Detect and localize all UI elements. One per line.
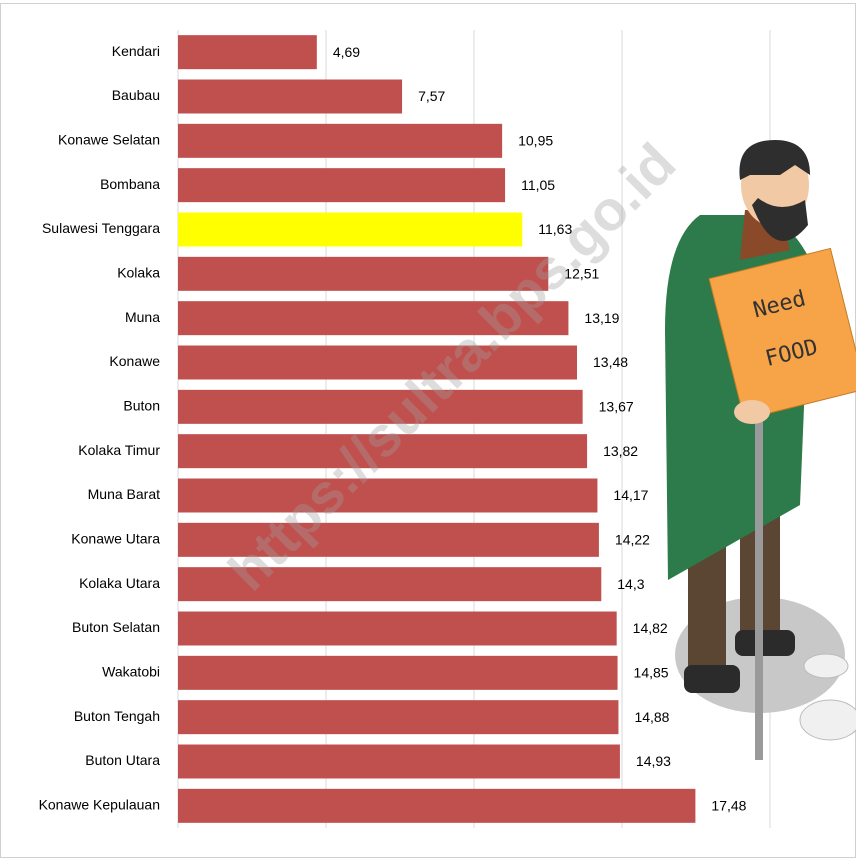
value-label: 14,3 — [617, 576, 644, 592]
bar — [178, 80, 402, 114]
value-label: 14,85 — [634, 665, 669, 681]
bar — [178, 213, 522, 247]
value-label: 14,22 — [615, 532, 650, 548]
plate — [804, 654, 848, 678]
y-tick-label: Muna Barat — [88, 486, 160, 502]
value-label: 13,48 — [593, 354, 628, 370]
bar — [178, 656, 618, 690]
y-tick-label: Buton Selatan — [72, 619, 160, 635]
y-tick-label: Kolaka — [117, 265, 160, 281]
bar — [178, 168, 505, 202]
y-tick-label: Kendari — [112, 43, 160, 59]
value-label: 14,88 — [634, 709, 669, 725]
y-tick-label: Bombana — [100, 176, 160, 192]
y-tick-label: Muna — [125, 309, 160, 325]
bar — [178, 612, 617, 646]
illustration: Need FOOD — [665, 140, 856, 760]
plate — [800, 700, 856, 740]
bar — [178, 745, 620, 779]
y-tick-label: Baubau — [112, 87, 160, 103]
chart: Kendari 4,69 Baubau 7,57 Konawe Selatan 10,95… — [0, 0, 856, 858]
y-tick-label: Kolaka Utara — [79, 575, 160, 591]
value-label: 10,95 — [518, 133, 553, 149]
value-label: 14,93 — [636, 753, 671, 769]
y-tick-label: Konawe Kepulauan — [39, 797, 160, 813]
bar — [178, 479, 597, 513]
value-label: 11,05 — [521, 177, 555, 193]
bar — [178, 346, 577, 380]
y-tick-label: Wakatobi — [102, 664, 160, 680]
y-tick-label: Buton Tengah — [74, 708, 160, 724]
y-tick-label: Buton Utara — [85, 752, 160, 768]
value-label: 4,69 — [333, 44, 360, 60]
y-tick-label: Kolaka Timur — [78, 442, 160, 458]
y-tick-label: Konawe Selatan — [58, 132, 160, 148]
bar — [178, 700, 618, 734]
bar — [178, 35, 317, 69]
y-tick-label: Konawe Utara — [71, 531, 160, 547]
y-tick-label: Konawe — [109, 353, 160, 369]
shoe — [735, 630, 795, 656]
y-tick-label: Buton — [123, 398, 160, 414]
y-tick-label: Sulawesi Tenggara — [42, 220, 160, 236]
value-label: 13,67 — [599, 399, 634, 415]
value-label: 13,19 — [584, 310, 619, 326]
value-label: 13,82 — [603, 443, 638, 459]
value-label: 14,17 — [613, 487, 648, 503]
bar — [178, 789, 695, 823]
hand — [734, 400, 770, 424]
value-label: 7,57 — [418, 88, 445, 104]
bar — [178, 124, 502, 158]
value-label: 14,82 — [633, 620, 668, 636]
value-label: 17,48 — [711, 798, 746, 814]
shoe — [684, 665, 740, 693]
cane — [755, 410, 763, 760]
